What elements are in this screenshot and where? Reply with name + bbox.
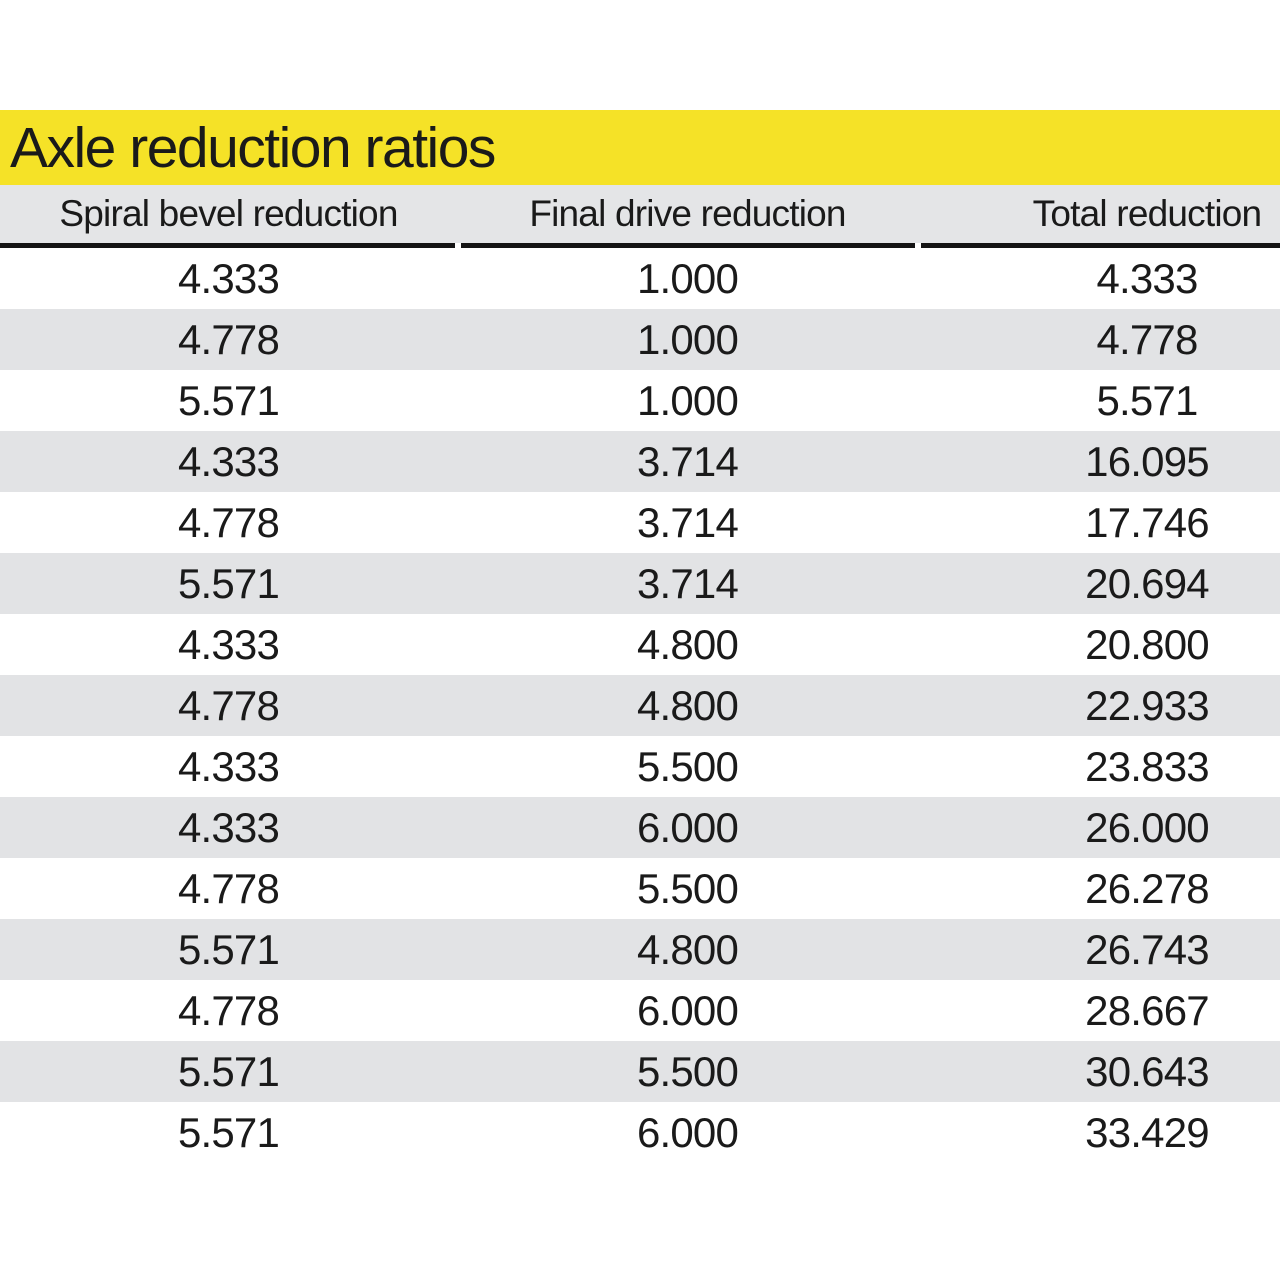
table-row: 5.571 4.800 26.743 xyxy=(0,919,1280,980)
table-cell: 22.933 xyxy=(1085,681,1209,729)
table-cell: 4.800 xyxy=(636,620,739,668)
table-cell: 4.778 xyxy=(1096,315,1198,363)
column-header-total-reduction: Total reduction xyxy=(1032,193,1262,234)
header-rule-segment xyxy=(0,243,455,248)
table-cell: 6.000 xyxy=(636,1108,739,1156)
table-cell: 4.778 xyxy=(177,986,280,1034)
table-row: 4.333 5.500 23.833 xyxy=(0,736,1280,797)
table-cell: 17.746 xyxy=(1085,498,1209,546)
table-cell: 5.571 xyxy=(177,376,280,424)
column-header-final-drive-reduction: Final drive reduction xyxy=(529,193,846,234)
table-cell: 4.333 xyxy=(177,254,280,302)
table-cell: 4.778 xyxy=(177,498,280,546)
table-body: 4.333 1.000 4.333 4.778 1.000 4.778 5.571 1.000… xyxy=(0,248,1280,1163)
table-cell: 5.500 xyxy=(636,864,739,912)
table-cell: 3.714 xyxy=(636,498,739,546)
table-cell: 4.333 xyxy=(177,620,280,668)
table-cell: 20.800 xyxy=(1085,620,1209,668)
table-cell: 3.714 xyxy=(636,437,739,485)
header-rule-segment xyxy=(461,243,915,248)
table-cell: 4.333 xyxy=(177,437,280,485)
table-cell: 5.571 xyxy=(1096,376,1198,424)
table-cell: 26.743 xyxy=(1085,925,1209,973)
table-cell: 1.000 xyxy=(636,315,739,363)
table-row: 5.571 3.714 20.694 xyxy=(0,553,1280,614)
table-cell: 4.800 xyxy=(636,925,739,973)
table-cell: 33.429 xyxy=(1085,1108,1209,1156)
table-cell: 23.833 xyxy=(1085,742,1209,790)
table-row: 4.778 5.500 26.278 xyxy=(0,858,1280,919)
table-cell: 4.333 xyxy=(1096,254,1198,302)
table-cell: 6.000 xyxy=(636,803,739,851)
table-cell: 5.571 xyxy=(177,925,280,973)
table-cell: 26.000 xyxy=(1085,803,1209,851)
table-cell: 5.571 xyxy=(177,1108,280,1156)
table-row: 5.571 1.000 5.571 xyxy=(0,370,1280,431)
table-cell: 5.500 xyxy=(636,1047,739,1095)
table-cell: 3.714 xyxy=(636,559,739,607)
table-cell: 16.095 xyxy=(1085,437,1209,485)
table-row: 4.333 4.800 20.800 xyxy=(0,614,1280,675)
table-cell: 20.694 xyxy=(1085,559,1209,607)
header-rule xyxy=(0,243,1280,248)
header-rule-segment xyxy=(921,243,1280,248)
table-cell: 5.500 xyxy=(636,742,739,790)
table-row: 5.571 5.500 30.643 xyxy=(0,1041,1280,1102)
table-cell: 4.333 xyxy=(177,803,280,851)
page-title: Axle reduction ratios xyxy=(10,115,496,180)
table-cell: 4.778 xyxy=(177,864,280,912)
table-row: 4.333 3.714 16.095 xyxy=(0,431,1280,492)
table-cell: 5.571 xyxy=(177,1047,280,1095)
table-cell: 5.571 xyxy=(177,559,280,607)
table-cell: 1.000 xyxy=(636,254,739,302)
table-row: 5.571 6.000 33.429 xyxy=(0,1102,1280,1163)
table-row: 4.778 3.714 17.746 xyxy=(0,492,1280,553)
table-cell: 4.800 xyxy=(636,681,739,729)
table-row: 4.333 1.000 4.333 xyxy=(0,248,1280,309)
table-cell: 4.778 xyxy=(177,681,280,729)
table-row: 4.778 1.000 4.778 xyxy=(0,309,1280,370)
table-row: 4.778 6.000 28.667 xyxy=(0,980,1280,1041)
table-row: 4.778 4.800 22.933 xyxy=(0,675,1280,736)
table-cell: 28.667 xyxy=(1085,986,1209,1034)
table-row: 4.333 6.000 26.000 xyxy=(0,797,1280,858)
table-cell: 6.000 xyxy=(636,986,739,1034)
column-header-spiral-bevel-reduction: Spiral bevel reduction xyxy=(59,193,398,234)
table-cell: 4.333 xyxy=(177,742,280,790)
table-header-row: Spiral bevel reduction Final drive reduc… xyxy=(0,185,1280,243)
table-cell: 4.778 xyxy=(177,315,280,363)
title-bar: Axle reduction ratios xyxy=(0,110,1280,185)
table-cell: 30.643 xyxy=(1085,1047,1209,1095)
table-cell: 26.278 xyxy=(1085,864,1209,912)
table-cell: 1.000 xyxy=(636,376,739,424)
